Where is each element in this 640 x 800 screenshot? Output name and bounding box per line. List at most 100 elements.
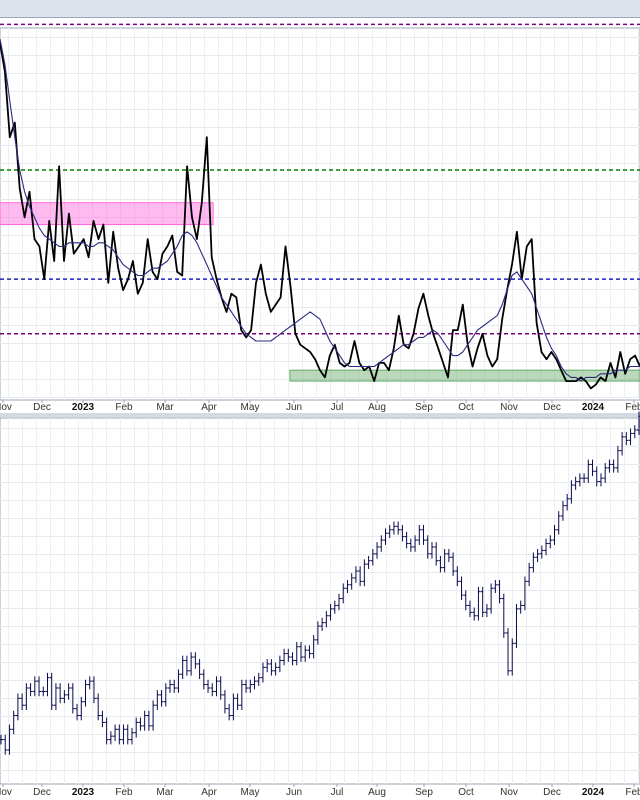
ohlc-bar xyxy=(493,579,498,594)
x-tick-label: Oct xyxy=(458,787,474,798)
ohlc-bar xyxy=(506,628,511,676)
ohlc-bar xyxy=(463,590,468,611)
ohlc-bar xyxy=(159,690,164,707)
ohlc-bar xyxy=(0,734,3,745)
ohlc-bar xyxy=(227,703,232,721)
lower-x-axis: Nov Dec 2023 Feb Mar Apr May Jun Jul Aug Sep Oct Nov… xyxy=(0,784,640,798)
x-tick-label: Aug xyxy=(368,787,386,798)
ohlc-bar xyxy=(3,734,8,755)
ohlc-bar xyxy=(24,683,29,711)
upper-x-axis: Nov Dec 2023 Feb Mar Apr May Jun Jul Aug Sep Oct Nov… xyxy=(0,400,640,413)
ohlc-bar xyxy=(15,693,20,721)
x-tick-label: Jun xyxy=(286,787,302,798)
ohlc-bar xyxy=(20,693,25,711)
panel-separator[interactable] xyxy=(0,413,640,417)
ohlc-bar xyxy=(366,555,371,569)
ohlc-bar xyxy=(298,641,303,662)
ohlc-bar xyxy=(142,710,147,731)
ohlc-bar xyxy=(527,562,532,587)
ohlc-bar xyxy=(252,676,257,690)
ohlc-bar xyxy=(472,607,477,621)
x-tick-label: Sep xyxy=(415,402,433,413)
ohlc-bar xyxy=(332,600,337,614)
ohlc-bar xyxy=(184,655,189,676)
ohlc-bar xyxy=(565,493,570,511)
ohlc-bar xyxy=(569,480,574,504)
moving-average-line xyxy=(0,38,640,382)
top-header-bar xyxy=(0,0,640,17)
x-tick-label: Nov xyxy=(0,787,12,798)
ohlc-bar xyxy=(341,583,346,604)
ohlc-bar xyxy=(290,652,295,666)
x-tick-label: 2024 xyxy=(582,402,605,413)
ohlc-bar xyxy=(535,549,540,563)
ohlc-bar xyxy=(231,693,236,721)
x-tick-label: Nov xyxy=(500,402,518,413)
ohlc-bar xyxy=(531,552,536,573)
ohlc-bar xyxy=(548,535,553,549)
ohlc-bar xyxy=(510,638,515,676)
ohlc-bar xyxy=(121,724,126,745)
ohlc-bar xyxy=(586,459,591,483)
ohlc-bar xyxy=(628,428,633,446)
ohlc-bar xyxy=(404,531,409,549)
ohlc-bar xyxy=(429,542,434,559)
ohlc-bar xyxy=(45,672,50,697)
ohlc-bar xyxy=(421,524,426,545)
ohlc-bar xyxy=(328,604,333,621)
x-tick-label: Apr xyxy=(201,787,217,798)
ohlc-bar xyxy=(611,459,616,473)
ohlc-bar xyxy=(176,669,181,693)
ohlc-bar xyxy=(594,466,599,487)
ohlc-bar xyxy=(189,652,194,676)
ohlc-bar xyxy=(70,683,75,714)
ohlc-bar xyxy=(417,524,422,545)
ohlc-bar xyxy=(193,652,198,669)
ohlc-bar xyxy=(544,538,549,556)
ohlc-bar xyxy=(446,549,451,563)
ohlc-bar xyxy=(96,693,101,721)
ohlc-bar xyxy=(345,579,350,594)
ohlc-bar xyxy=(434,542,439,566)
ohlc-bar xyxy=(58,683,63,704)
ohlc-bar xyxy=(218,676,223,700)
ohlc-bar xyxy=(408,538,413,552)
ohlc-bar xyxy=(244,679,249,693)
ohlc-bar xyxy=(358,566,363,587)
ohlc-bar xyxy=(32,676,37,697)
ohlc-bar xyxy=(324,610,329,628)
ohlc-bar xyxy=(425,535,430,559)
ohlc-bar xyxy=(375,542,380,559)
x-tick-label: Feb xyxy=(625,402,640,413)
ohlc-bar xyxy=(307,645,312,659)
ohlc-bar xyxy=(138,717,143,731)
x-tick-label: Apr xyxy=(201,402,217,413)
ohlc-bar xyxy=(269,659,274,676)
ohlc-bar xyxy=(155,690,160,711)
x-tick-label: Dec xyxy=(33,402,51,413)
ohlc-bar xyxy=(134,717,139,738)
ohlc-bar xyxy=(62,690,67,704)
ohlc-bar xyxy=(615,445,620,473)
ohlc-bar xyxy=(442,549,447,573)
ohlc-bar xyxy=(256,672,261,686)
x-tick-label: Dec xyxy=(543,402,561,413)
ohlc-bar xyxy=(383,528,388,545)
ohlc-bar xyxy=(235,693,240,711)
x-tick-label: May xyxy=(241,402,260,413)
ohlc-bar xyxy=(396,521,401,535)
lower-gridlines xyxy=(0,418,640,784)
ohlc-bar xyxy=(210,683,215,697)
ohlc-bar xyxy=(265,659,270,673)
upper-series-group xyxy=(0,38,640,390)
ohlc-bar xyxy=(560,500,565,521)
ohlc-bar xyxy=(180,655,185,680)
x-tick-label: Feb xyxy=(115,787,133,798)
ohlc-bar xyxy=(455,566,460,587)
lower-ohlc-group xyxy=(0,411,640,755)
ohlc-bar xyxy=(248,679,253,693)
ohlc-bar xyxy=(480,586,485,618)
x-tick-label: 2023 xyxy=(72,787,95,798)
ohlc-bar xyxy=(459,576,464,600)
